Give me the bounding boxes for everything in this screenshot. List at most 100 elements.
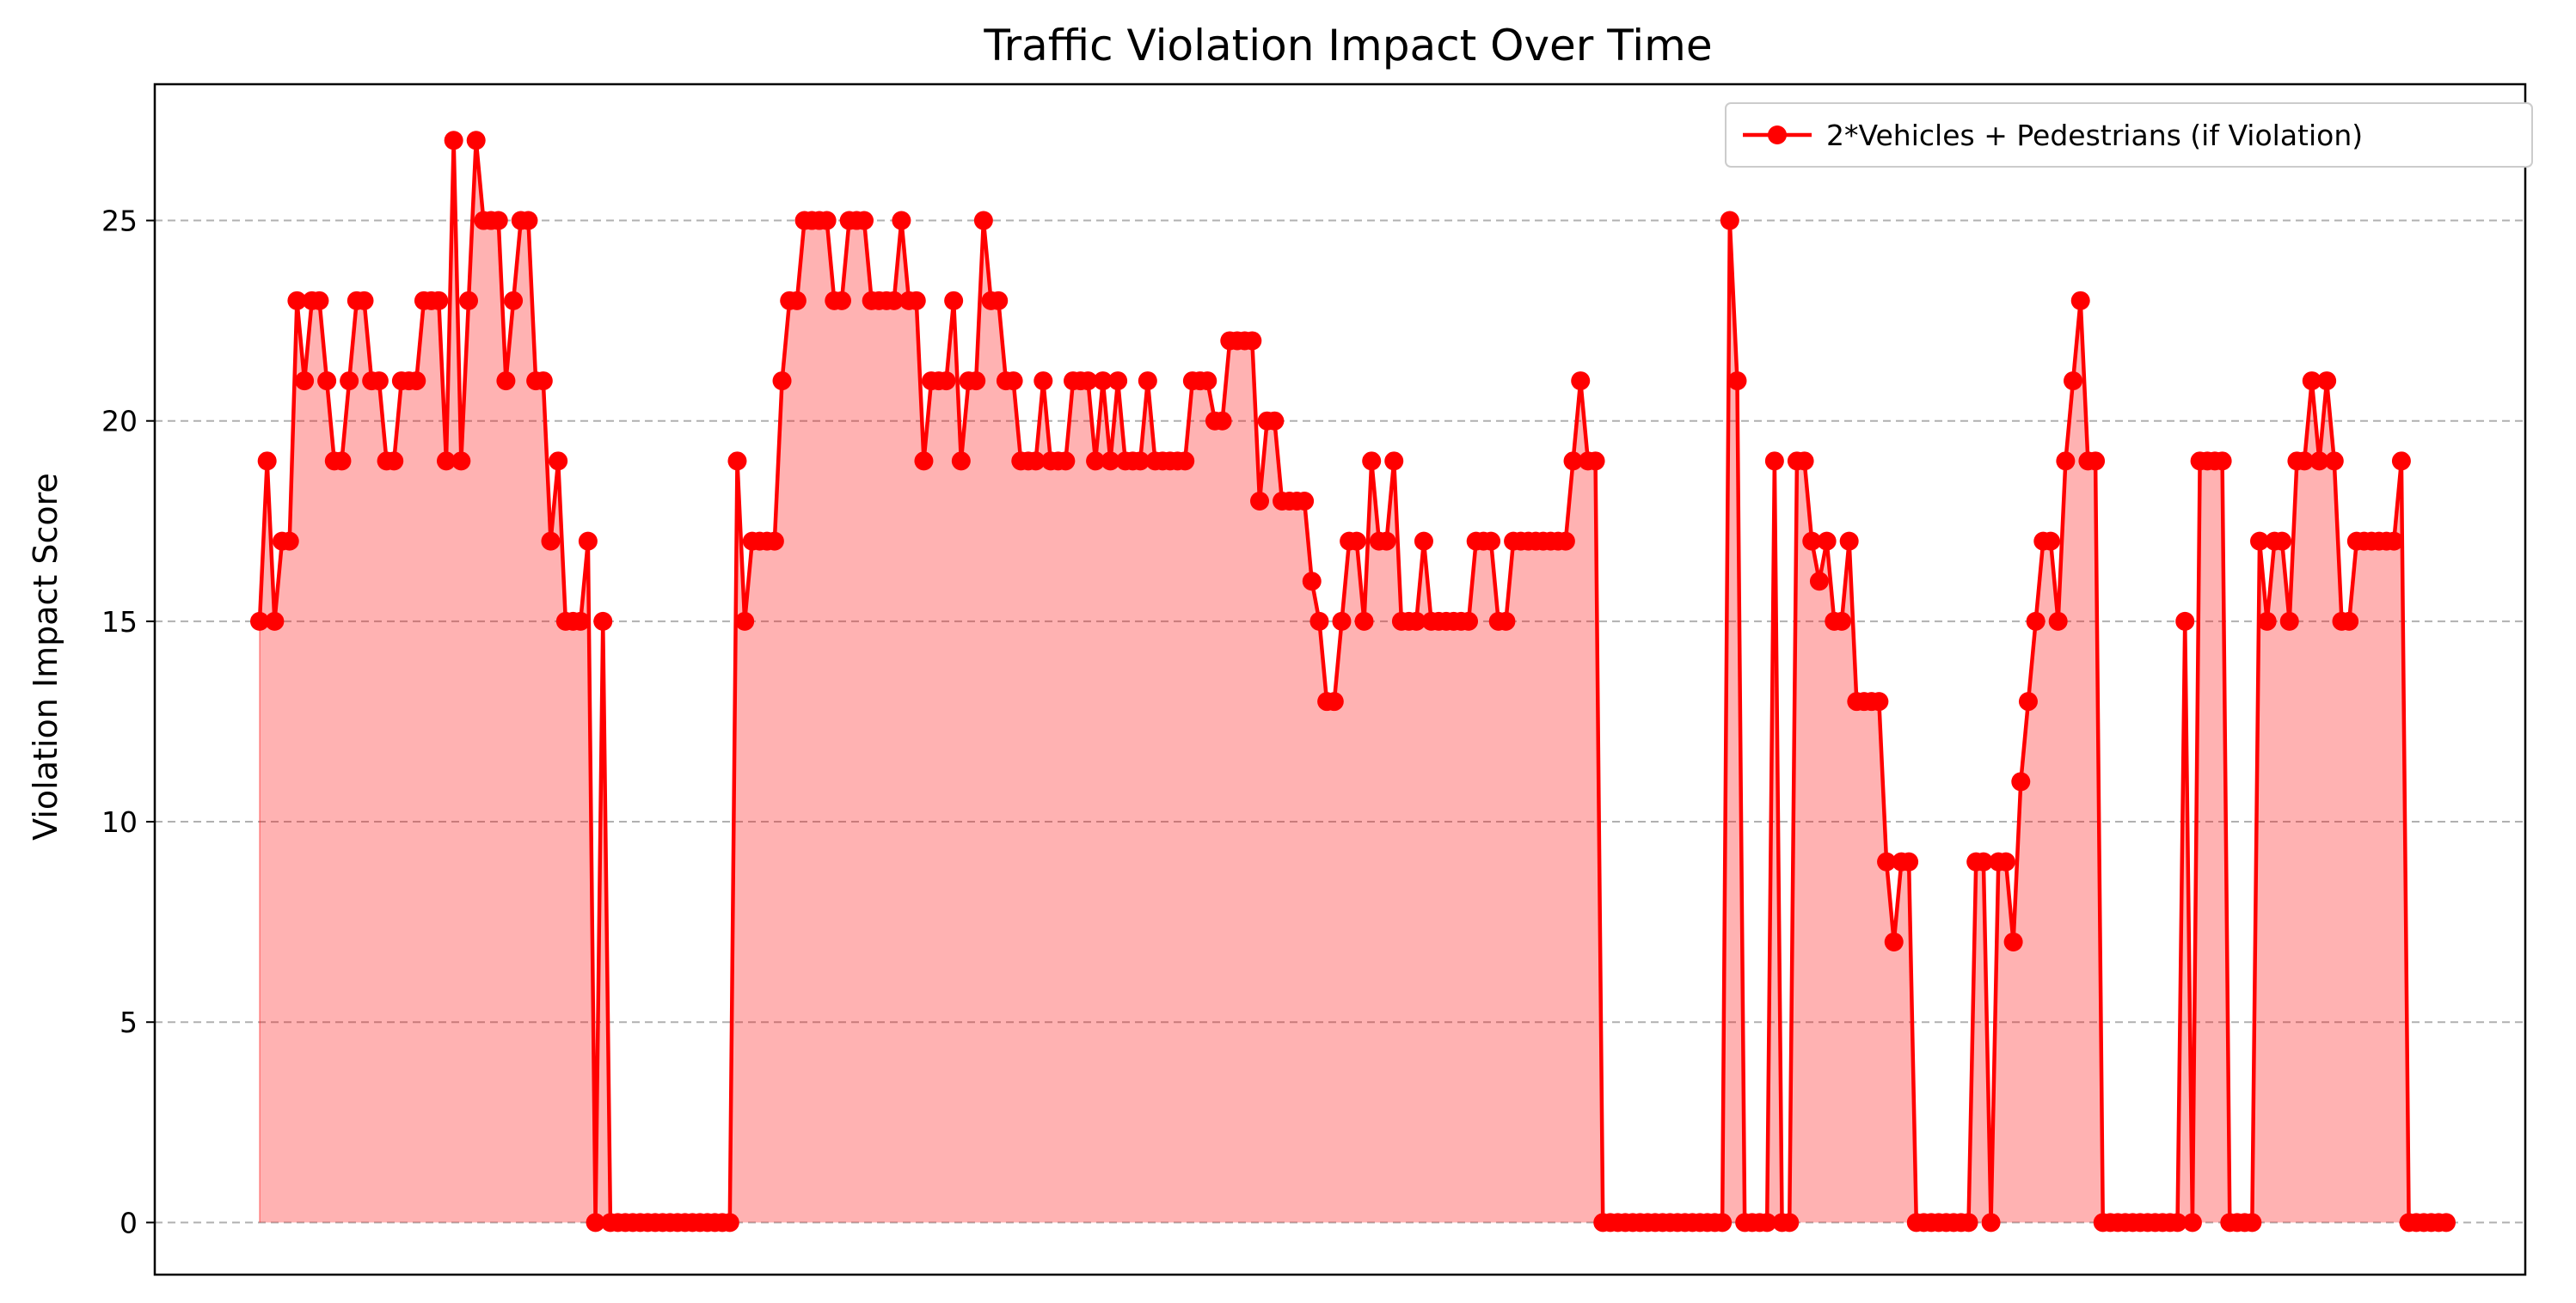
data-point (533, 371, 553, 391)
data-point (2384, 531, 2404, 551)
data-point (549, 451, 568, 471)
data-point (459, 291, 479, 310)
data-point (1309, 611, 1329, 631)
data-point (2003, 932, 2023, 951)
data-point (265, 611, 285, 631)
data-point (1817, 531, 1837, 551)
data-point (1026, 451, 1046, 471)
data-point (1265, 411, 1285, 431)
data-point (2175, 611, 2195, 631)
data-point (914, 451, 934, 471)
data-point (855, 211, 874, 230)
chart-title: Traffic Violation Impact Over Time (983, 21, 1712, 70)
data-point (436, 451, 456, 471)
data-point (2026, 611, 2045, 631)
data-point (2391, 451, 2411, 471)
series-area-fill (260, 140, 2446, 1223)
data-point (951, 451, 971, 471)
data-point (317, 371, 337, 391)
data-point (2279, 611, 2299, 631)
data-point (1757, 1213, 1777, 1233)
data-point (1242, 331, 1262, 351)
data-point (2064, 371, 2083, 391)
data-point (2295, 451, 2315, 471)
data-point (332, 451, 352, 471)
data-point (1108, 371, 1128, 391)
data-point (720, 1213, 739, 1233)
data-point (354, 291, 374, 310)
data-point (1973, 852, 1993, 872)
data-point (936, 371, 956, 391)
data-point (466, 131, 486, 150)
data-point (787, 291, 807, 310)
data-point (287, 291, 307, 310)
data-point (310, 291, 329, 310)
data-point (1384, 451, 1404, 471)
data-point (2168, 1213, 2187, 1233)
data-point (2041, 531, 2060, 551)
data-point (1414, 531, 1433, 551)
data-point (369, 371, 389, 391)
data-point (429, 291, 449, 310)
data-point (2242, 1213, 2262, 1233)
data-point (1086, 451, 1106, 471)
data-point (1407, 611, 1426, 631)
data-point (906, 291, 926, 310)
data-point (944, 291, 964, 310)
data-point (1809, 572, 1829, 591)
data-point (488, 211, 508, 230)
data-point (1802, 531, 1822, 551)
series-markers (250, 131, 2456, 1233)
data-point (1720, 211, 1739, 230)
data-point (1713, 1213, 1733, 1233)
data-point (1839, 531, 1859, 551)
data-point (2437, 1213, 2456, 1233)
data-point (578, 531, 598, 551)
y-tick-label: 15 (101, 605, 138, 639)
data-point (1101, 451, 1120, 471)
data-point (1884, 932, 1904, 951)
data-point (1175, 451, 1195, 471)
data-point (1332, 611, 1352, 631)
data-point (257, 451, 277, 471)
data-point (1877, 852, 1897, 872)
data-point (571, 611, 591, 631)
data-point (772, 371, 792, 391)
data-point (1481, 531, 1501, 551)
data-point (1780, 1213, 1800, 1233)
data-point (1764, 451, 1784, 471)
data-point (279, 531, 299, 551)
data-point (1869, 692, 1889, 712)
data-point (1571, 371, 1591, 391)
data-point (2086, 451, 2106, 471)
data-point (496, 371, 516, 391)
data-point (250, 611, 269, 631)
data-point (1324, 692, 1344, 712)
data-point (817, 211, 837, 230)
data-point (2317, 371, 2337, 391)
y-tick-label: 5 (120, 1006, 138, 1039)
legend-marker-swatch (1768, 125, 1787, 144)
data-point (1078, 371, 1098, 391)
data-point (2182, 1213, 2202, 1233)
data-point (2302, 371, 2321, 391)
data-point (973, 211, 993, 230)
data-point (340, 371, 359, 391)
data-point (1727, 371, 1747, 391)
data-point (295, 371, 315, 391)
data-point (1198, 371, 1217, 391)
data-point (2257, 611, 2277, 631)
data-point (884, 291, 904, 310)
data-point (892, 211, 911, 230)
data-point (1362, 451, 1382, 471)
data-point (593, 611, 613, 631)
data-point (2011, 772, 2031, 792)
y-ticks: 0 5 10 15 20 25 (101, 205, 155, 1239)
y-tick-label: 20 (101, 405, 138, 438)
data-point (1996, 852, 2015, 872)
plot-frame (153, 83, 2527, 1276)
data-point (1056, 451, 1076, 471)
data-point (1981, 1213, 2001, 1233)
data-point (989, 291, 1009, 310)
